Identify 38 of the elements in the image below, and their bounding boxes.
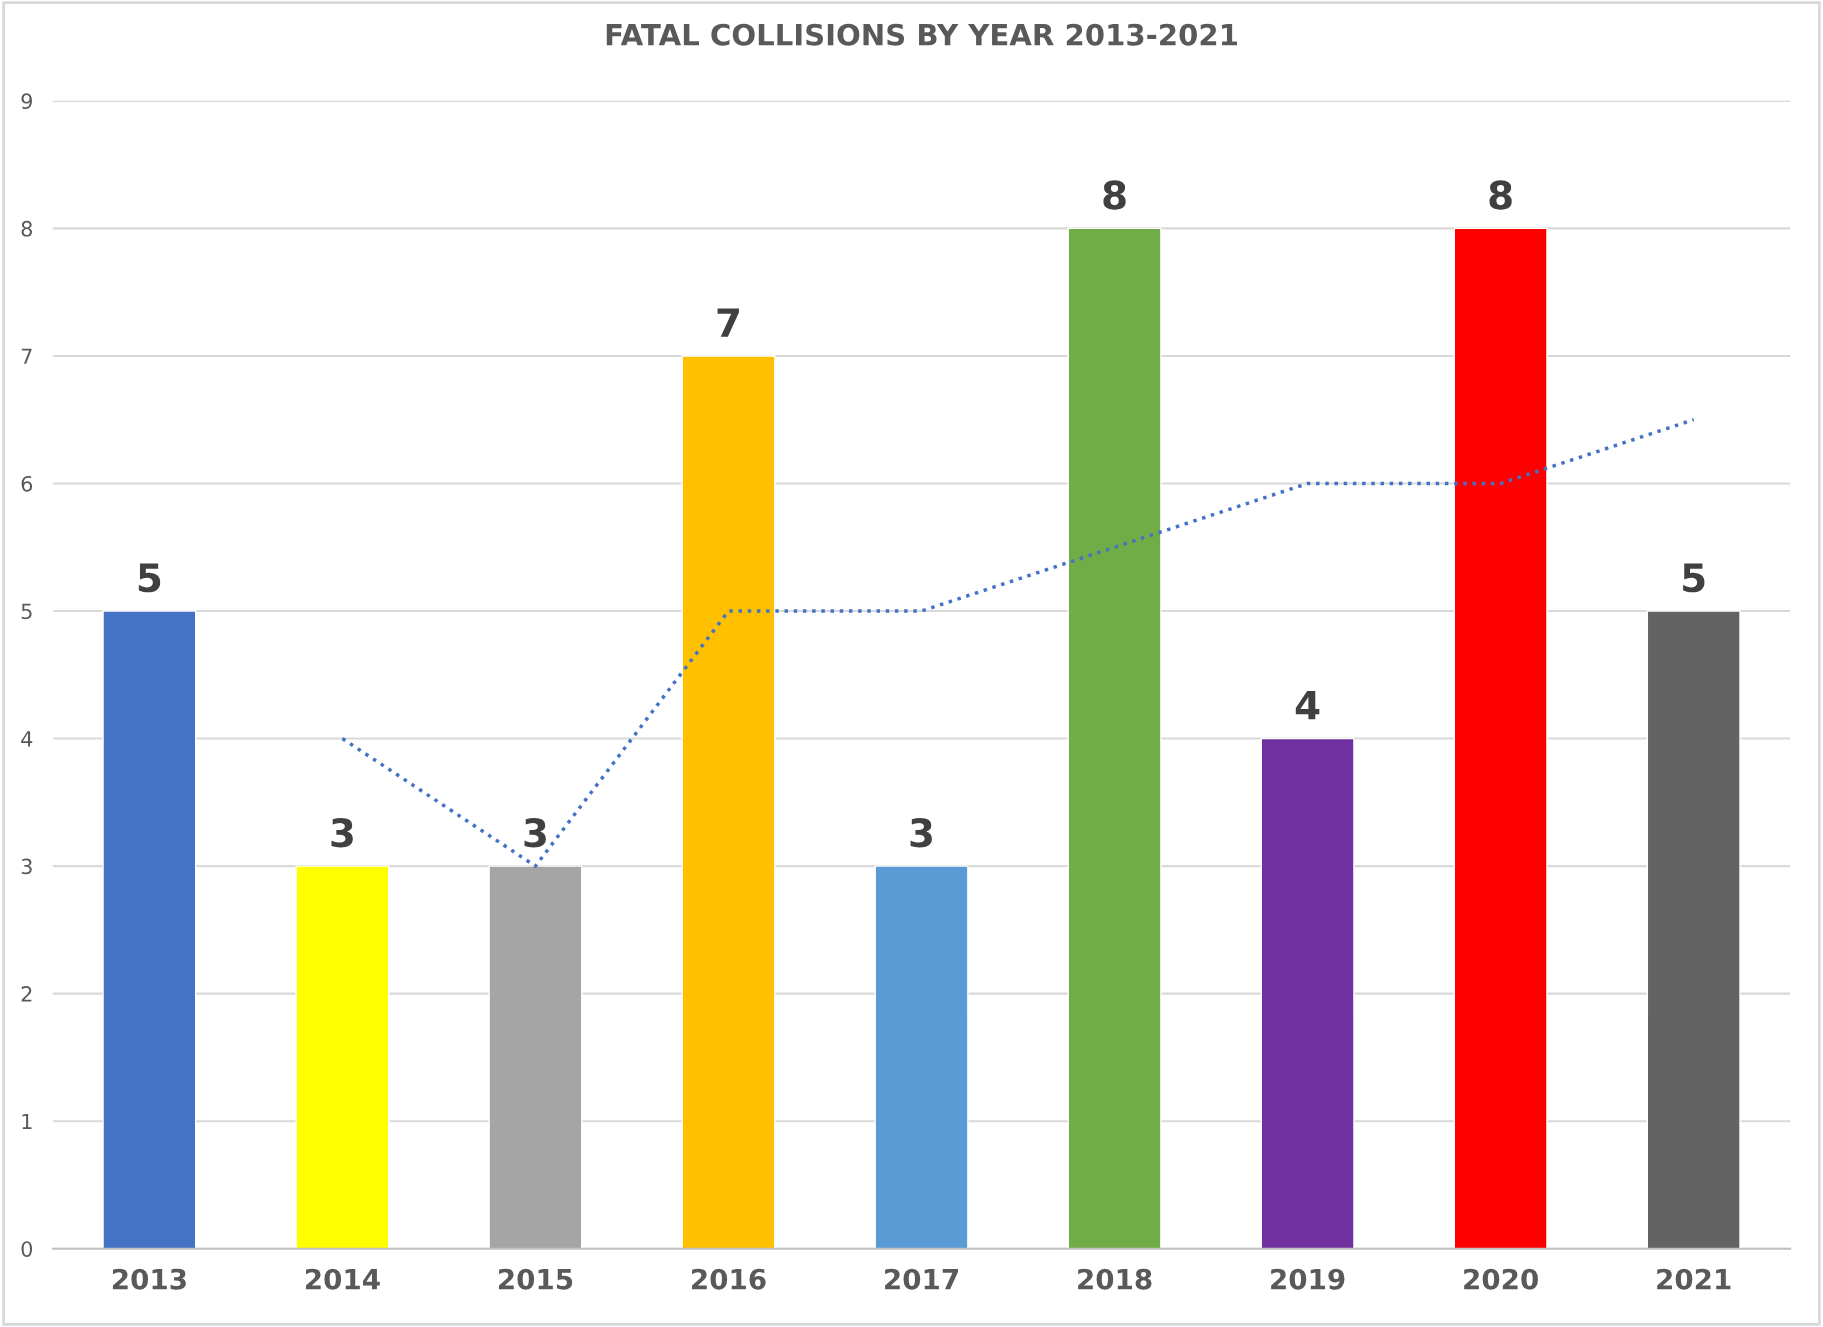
y-tick-label: 4 [21,731,33,747]
bar [102,610,197,1249]
bar [874,865,969,1249]
bar [488,865,583,1249]
y-tick-label: 2 [21,986,32,1002]
bar [295,865,390,1249]
data-label: 8 [1103,180,1126,210]
x-tick-label: 2014 [305,1268,380,1290]
y-tick-label: 3 [21,858,32,875]
chart-title: FATAL COLLISIONS BY YEAR 2013-2021 [606,23,1237,46]
bar [1646,610,1741,1249]
x-tick-label: 2016 [692,1268,766,1290]
bar [1260,737,1355,1249]
y-tick-label: 6 [21,475,33,492]
data-label: 7 [717,308,739,337]
x-tick-label: 2019 [1271,1268,1345,1290]
y-tick-label: 5 [21,603,32,620]
x-tick-label: 2018 [1078,1268,1152,1290]
bar [1067,227,1162,1249]
data-label: 3 [331,818,353,848]
data-label: 3 [910,818,932,848]
data-label: 8 [1489,180,1512,210]
x-tick-label: 2021 [1657,1268,1731,1290]
y-tick-label: 7 [21,348,32,364]
x-tick-label: 2013 [112,1268,186,1290]
data-label: 4 [1295,691,1320,720]
bar [681,355,776,1249]
y-tick-label: 8 [21,220,32,237]
data-label: 3 [524,818,546,848]
y-tick-label: 1 [22,1113,32,1130]
x-tick-label: 2015 [499,1268,573,1290]
x-tick-label: 2017 [885,1268,958,1290]
y-tick-label: 0 [21,1241,33,1257]
bar [1453,227,1548,1249]
y-tick-label: 9 [21,93,32,110]
data-label: 5 [138,563,161,593]
x-tick-label: 2020 [1464,1268,1538,1290]
data-label: 5 [1683,563,1705,593]
